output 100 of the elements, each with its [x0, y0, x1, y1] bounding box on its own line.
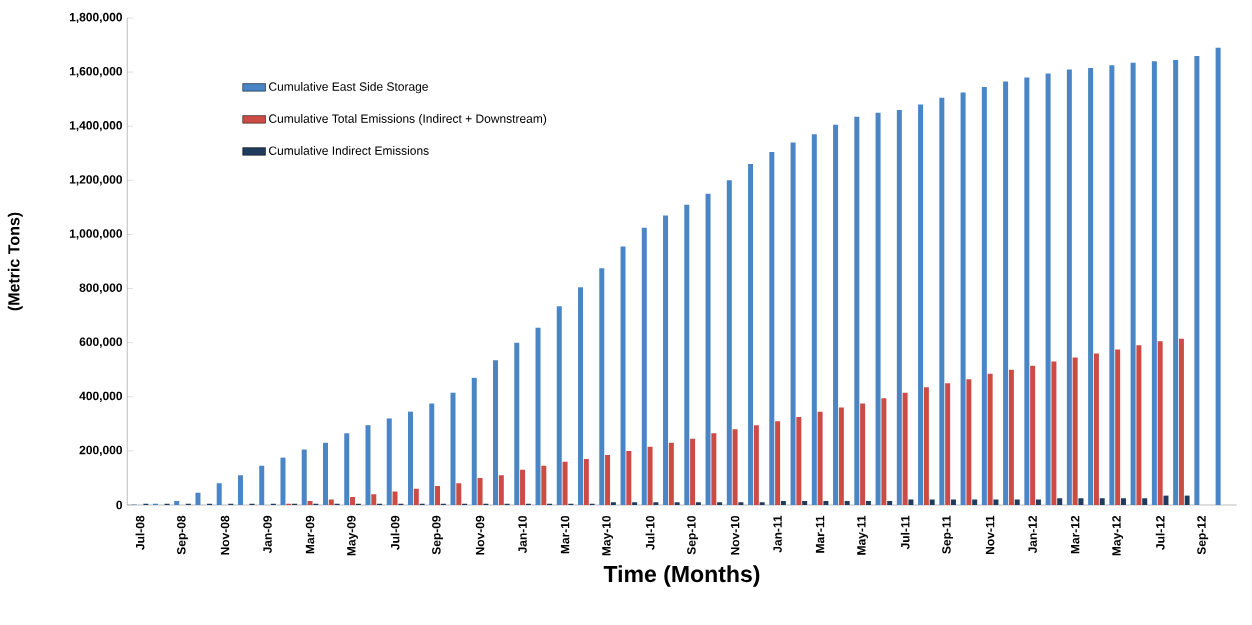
bar: [365, 425, 371, 505]
x-tick-label: Jan-10: [518, 515, 527, 554]
bar: [477, 477, 483, 505]
bar: [1057, 498, 1063, 505]
bar: [1163, 495, 1169, 505]
bar: [939, 97, 945, 505]
x-tick-label: Mar-10: [560, 515, 570, 554]
bar: [1115, 349, 1121, 505]
bar: [668, 442, 674, 505]
x-tick-label: May-10: [602, 515, 614, 556]
bar: [1194, 55, 1200, 505]
bar: [632, 502, 638, 505]
y-tick-label: 1,400,000: [69, 121, 123, 132]
legend-label: Cumulative Total Emissions (Indirect + Downstream): [269, 114, 547, 126]
bar: [514, 342, 520, 505]
bar: [823, 500, 829, 505]
bar: [450, 392, 456, 505]
bar: [796, 417, 802, 505]
bar: [301, 449, 307, 505]
bar: [726, 180, 732, 505]
bar: [802, 500, 808, 505]
x-tick-label: Jul-10: [645, 515, 655, 550]
y-tick-label: 600,000: [79, 337, 123, 348]
bar: [1014, 499, 1020, 505]
bar: [881, 398, 887, 505]
x-tick-label: Jul-09: [390, 515, 400, 550]
bar: [1066, 69, 1072, 505]
bar: [237, 475, 243, 505]
bar: [328, 499, 334, 505]
bar: [413, 488, 419, 505]
bar: [1157, 341, 1163, 505]
bar: [520, 469, 526, 505]
x-tick-label: May-09: [347, 515, 358, 556]
bar: [1051, 361, 1057, 505]
bar: [1142, 498, 1148, 505]
bar: [386, 418, 392, 505]
y-tick-label: 0: [116, 500, 123, 510]
bar: [556, 306, 562, 505]
bar: [456, 483, 462, 505]
bar: [993, 499, 999, 505]
x-tick-label: Jan-11: [773, 515, 782, 553]
bar: [838, 407, 844, 505]
bar: [738, 502, 744, 505]
x-tick-label: Sep-10: [687, 515, 699, 555]
bar: [769, 151, 775, 505]
bar: [322, 442, 328, 505]
bar: [280, 457, 286, 505]
bar: [307, 500, 313, 505]
x-tick-label: Jan-09: [263, 515, 272, 554]
bar: [1030, 365, 1036, 505]
bar: [929, 499, 935, 505]
bar: [875, 112, 881, 505]
bar: [817, 411, 823, 505]
bar: [759, 502, 765, 505]
bar: [775, 421, 781, 505]
bar: [690, 438, 696, 505]
y-tick-label: 1,200,000: [69, 175, 123, 186]
y-tick-label: 1,000,000: [69, 229, 123, 240]
bar: [972, 499, 978, 505]
bar: [626, 450, 632, 505]
bar: [641, 227, 647, 505]
legend-label: Cumulative Indirect Emissions: [269, 146, 429, 155]
bar: [195, 492, 201, 505]
x-tick-label: Jul-08: [135, 515, 145, 550]
bar: [653, 502, 659, 505]
bar: [1109, 65, 1115, 505]
bar: [748, 164, 754, 505]
bar: [344, 433, 350, 505]
y-axis-title: (Metric Tons): [7, 212, 23, 311]
x-tick-label: Nov-11: [985, 515, 995, 554]
bar: [695, 502, 701, 505]
bar: [918, 104, 924, 505]
bar: [498, 475, 504, 505]
x-tick-label: Mar-09: [305, 515, 315, 554]
bar: [535, 327, 541, 505]
bar: [1178, 338, 1184, 505]
bar: [844, 500, 850, 505]
bar: [1099, 498, 1105, 505]
bar: [1088, 68, 1094, 505]
bar: [717, 502, 723, 505]
bar: [1173, 59, 1179, 505]
bar: [902, 392, 908, 505]
bar: [705, 193, 711, 505]
bar: [1072, 357, 1078, 505]
bar: [1008, 369, 1014, 505]
y-tick-label: 800,000: [79, 283, 123, 294]
x-axis-title: Time (Months): [603, 565, 760, 587]
bar: [811, 134, 817, 505]
x-tick-label: Sep-09: [432, 515, 443, 555]
bar: [578, 287, 584, 505]
bar: [1151, 61, 1157, 505]
bar: [732, 429, 738, 505]
bar: [896, 109, 902, 505]
bar: [684, 204, 690, 505]
bar: [429, 403, 435, 505]
bar: [711, 433, 717, 505]
bar: [1078, 498, 1084, 505]
bar: [493, 360, 499, 505]
x-tick-label: Jul-12: [1155, 515, 1165, 550]
y-tick-label: 400,000: [79, 391, 123, 402]
